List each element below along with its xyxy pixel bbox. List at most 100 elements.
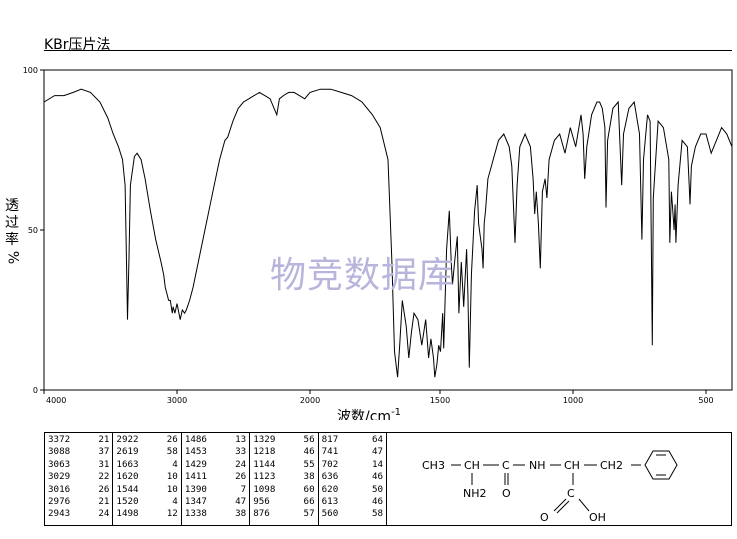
peak-transmittance: 26: [235, 471, 247, 483]
peak-transmittance: 22: [98, 471, 110, 483]
peak-table: 3372 21 3088 37 3063 31 3029 22 3016 26 2976 21 2943…: [44, 432, 387, 526]
peak-wavenumber: 613: [321, 496, 339, 508]
peak-transmittance: 10: [166, 471, 178, 483]
peak-row: 1663 4: [116, 459, 177, 471]
peak-wavenumber: 1663: [116, 458, 139, 470]
peak-row: 1329 56: [253, 434, 314, 446]
peak-row: 1144 55: [253, 459, 314, 471]
peak-row: 1347 47: [185, 496, 246, 508]
peak-transmittance: 26: [166, 434, 178, 445]
peak-transmittance: 55: [303, 458, 315, 470]
y-axis-label: 透 过 率 %: [3, 198, 21, 266]
watermark: 物竞数据库: [270, 255, 456, 296]
peak-row: 1486 13: [185, 434, 246, 446]
peak-wavenumber: 2976: [48, 496, 71, 508]
peak-wavenumber: 1218: [253, 446, 276, 458]
peak-row: 2976 21: [48, 496, 109, 508]
y-axis-label-char: 透: [5, 198, 19, 214]
peak-column: 2922 26 2619 58 1663 4 1620 10 1544 10 1520 4 1498 12: [113, 433, 182, 525]
peak-wavenumber: 956: [253, 496, 270, 508]
peak-row: 817 64: [322, 434, 383, 446]
peak-transmittance: 46: [303, 446, 315, 458]
peak-transmittance: 57: [303, 508, 315, 520]
x-tick-label: 4000: [46, 396, 66, 405]
peak-transmittance: 46: [371, 496, 384, 508]
peak-wavenumber: 876: [253, 508, 270, 520]
peak-transmittance: 58: [371, 508, 384, 520]
structure-panel: CH3 CH C NH CH CH2 NH2 O C O OH: [387, 432, 732, 526]
peak-row: 876 57: [253, 508, 314, 520]
peak-transmittance: 33: [235, 446, 247, 458]
y-axis-label-char: 过: [5, 215, 19, 231]
peak-transmittance: 26: [98, 483, 110, 495]
peak-row: 1218 46: [253, 446, 314, 458]
peak-wavenumber: 636: [321, 471, 339, 483]
x-tick-label: 1500: [430, 396, 450, 405]
peak-transmittance: 4: [172, 496, 178, 508]
peak-wavenumber: 817: [321, 434, 339, 445]
peak-row: 2922 26: [116, 434, 177, 446]
peak-transmittance: 38: [303, 471, 315, 483]
atom-label: C: [502, 459, 510, 472]
peak-wavenumber: 1390: [184, 483, 207, 495]
peak-transmittance: 58: [166, 446, 178, 458]
header-rule: [44, 50, 732, 51]
peak-wavenumber: 1620: [116, 471, 139, 483]
plot-frame: [43, 69, 733, 391]
peak-wavenumber: 1498: [116, 508, 139, 520]
atom-label: OH: [589, 511, 606, 524]
peak-transmittance: 12: [166, 508, 178, 520]
peak-transmittance: 7: [240, 483, 247, 495]
peak-row: 1498 12: [116, 508, 177, 520]
peak-row: 1429 24: [185, 459, 246, 471]
y-axis: 0 50 100: [23, 66, 44, 395]
peak-column: 1486 13 1453 33 1429 24 1411 26 1390 7 1347 47 1338 3…: [182, 433, 251, 525]
peak-wavenumber: 741: [321, 446, 339, 458]
peak-wavenumber: 702: [321, 458, 339, 470]
peak-wavenumber: 1098: [253, 483, 276, 495]
peak-row: 3016 26: [48, 484, 109, 496]
atom-label: CH3: [422, 459, 445, 472]
peak-transmittance: 60: [303, 483, 315, 495]
method-title: KBr压片法: [44, 37, 111, 53]
peak-transmittance: 21: [98, 434, 110, 445]
peak-row: 1338 38: [185, 508, 246, 520]
x-tick-label: 1000: [563, 396, 583, 405]
ir-spectrum-chart: 0 50 100 4000 3000 2000 1500 1000 500 波数/cm-1: [23, 66, 733, 420]
peak-row: 613 46: [322, 496, 383, 508]
peak-transmittance: 50: [371, 483, 384, 495]
peak-row: 741 47: [322, 446, 383, 458]
peak-transmittance: 56: [303, 434, 315, 445]
atom-label: NH: [529, 459, 546, 472]
peak-wavenumber: 3088: [48, 446, 71, 458]
peak-row: 1098 60: [253, 484, 314, 496]
peak-wavenumber: 1144: [253, 458, 276, 470]
peak-row: 636 46: [322, 471, 383, 483]
peak-wavenumber: 1329: [253, 434, 276, 445]
peak-transmittance: 4: [172, 458, 178, 470]
peak-column: 1329 56 1218 46 1144 55 1123 38 1098 60 956 66 876 57: [250, 433, 319, 525]
peak-row: 702 14: [322, 459, 383, 471]
atom-label: CH2: [600, 459, 623, 472]
peak-column: 3372 21 3088 37 3063 31 3029 22 3016 26 2976 21 2943…: [45, 433, 114, 525]
peak-wavenumber: 1338: [184, 508, 207, 520]
peak-wavenumber: 1411: [184, 471, 207, 483]
peak-row: 1390 7: [185, 484, 246, 496]
atom-label: C: [567, 487, 575, 500]
peak-row: 2943 24: [48, 508, 109, 520]
peak-transmittance: 31: [98, 458, 110, 470]
peak-wavenumber: 1347: [184, 496, 207, 508]
peak-transmittance: 47: [235, 496, 247, 508]
peak-row: 1520 4: [116, 496, 177, 508]
molecule-structure: CH3 CH C NH CH CH2 NH2 O C O OH: [422, 450, 678, 524]
peak-transmittance: 24: [235, 458, 247, 470]
peak-row: 1620 10: [116, 471, 177, 483]
peak-row: 1411 26: [185, 471, 246, 483]
spectrum-line: [43, 88, 733, 378]
x-tick-label: 2000: [300, 396, 320, 405]
atom-label: CH: [564, 459, 580, 472]
peak-row: 2619 58: [116, 446, 177, 458]
y-axis-label-char: 率: [5, 232, 19, 248]
x-axis: 4000 3000 2000 1500 1000 500: [43, 390, 714, 405]
peak-transmittance: 10: [166, 483, 178, 495]
